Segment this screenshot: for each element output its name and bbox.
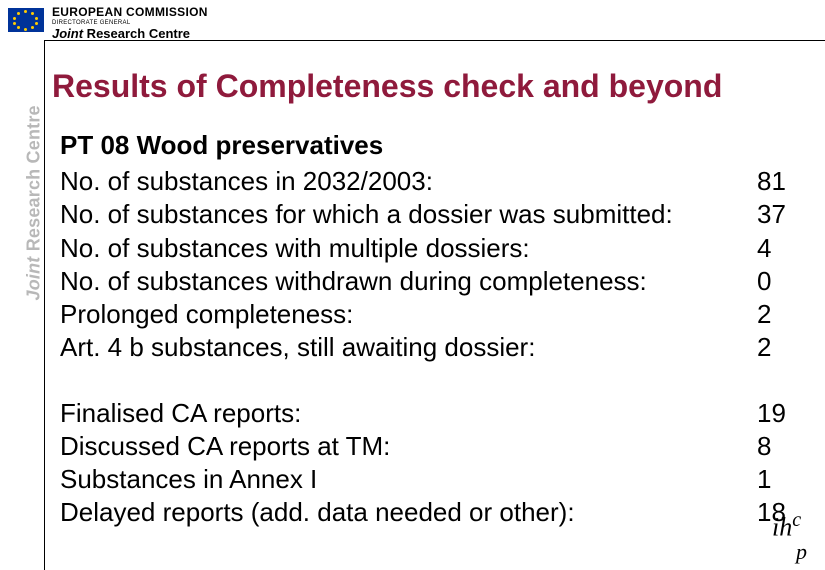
content: PT 08 Wood preservatives No. of substanc… xyxy=(60,130,795,530)
data-row: Delayed reports (add. data needed or oth… xyxy=(60,496,795,529)
header-text: EUROPEAN COMMISSION DIRECTORATE GENERAL … xyxy=(52,6,208,41)
data-row: Prolonged completeness:2 xyxy=(60,298,795,331)
header-org: EUROPEAN COMMISSION xyxy=(52,6,208,19)
header-jrc: Joint Research Centre xyxy=(52,27,208,41)
data-row: No. of substances with multiple dossiers… xyxy=(60,232,795,265)
data-row: No. of substances for which a dossier wa… xyxy=(60,198,795,231)
data-row: Discussed CA reports at TM:8 xyxy=(60,430,795,463)
eu-flag-icon xyxy=(8,8,44,32)
ihcp-logo: ihcp xyxy=(772,511,807,562)
data-row: No. of substances in 2032/2003:81 xyxy=(60,165,795,198)
block2: Finalised CA reports:19 Discussed CA rep… xyxy=(60,397,795,530)
data-row: Finalised CA reports:19 xyxy=(60,397,795,430)
divider-horizontal xyxy=(44,40,825,41)
header: EUROPEAN COMMISSION DIRECTORATE GENERAL … xyxy=(0,0,825,41)
block1: No. of substances in 2032/2003:81 No. of… xyxy=(60,165,795,365)
data-row: No. of substances withdrawn during compl… xyxy=(60,265,795,298)
data-row: Art. 4 b substances, still awaiting doss… xyxy=(60,331,795,364)
data-row: Substances in Annex I1 xyxy=(60,463,795,496)
side-label: Joint Research Centre xyxy=(24,105,45,300)
slide-title: Results of Completeness check and beyond xyxy=(52,68,722,105)
subheading: PT 08 Wood preservatives xyxy=(60,130,795,161)
